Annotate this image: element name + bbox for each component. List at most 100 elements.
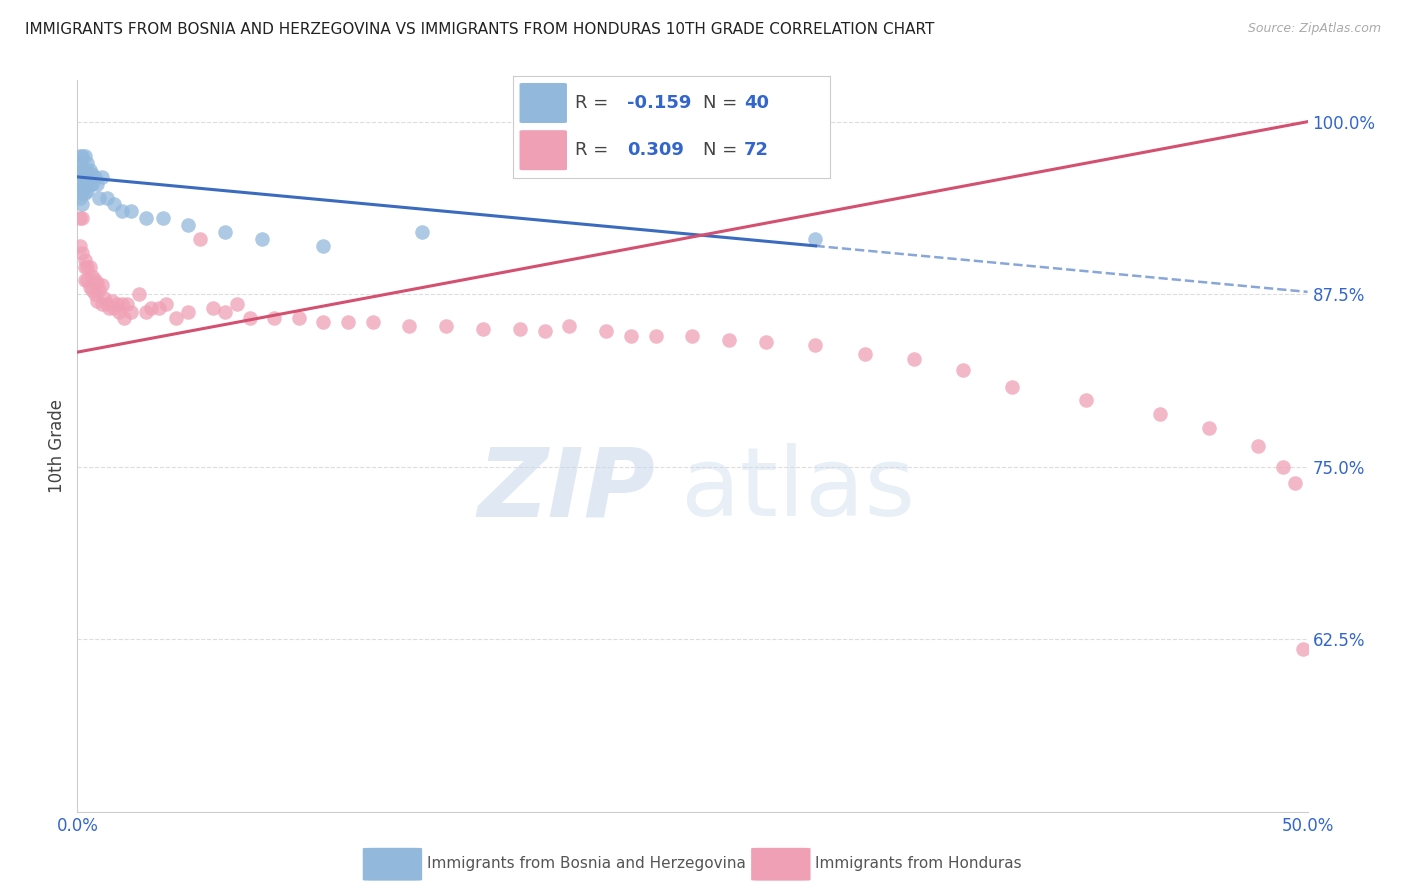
Point bbox=[534, 325, 557, 339]
Point bbox=[1284, 476, 1306, 491]
Point bbox=[83, 287, 105, 301]
FancyBboxPatch shape bbox=[520, 130, 567, 170]
Text: Immigrants from Bosnia and Herzegovina: Immigrants from Bosnia and Herzegovina bbox=[427, 855, 745, 871]
Point bbox=[69, 149, 91, 163]
Point bbox=[69, 239, 91, 253]
Point bbox=[76, 184, 98, 198]
Point bbox=[1076, 393, 1098, 408]
Point bbox=[755, 335, 778, 350]
Point bbox=[70, 197, 93, 211]
Point bbox=[177, 218, 200, 232]
Point bbox=[83, 169, 105, 184]
Text: R =: R = bbox=[575, 141, 609, 159]
Point bbox=[214, 305, 236, 319]
Point bbox=[1149, 407, 1171, 421]
Text: -0.159: -0.159 bbox=[627, 94, 692, 112]
Point bbox=[76, 273, 98, 287]
Point bbox=[804, 338, 827, 352]
Point bbox=[90, 169, 114, 184]
Text: R =: R = bbox=[575, 94, 609, 112]
Point bbox=[76, 169, 98, 184]
Point bbox=[70, 169, 93, 184]
Point bbox=[214, 225, 236, 239]
Point bbox=[952, 363, 974, 377]
Point bbox=[620, 328, 643, 343]
Point bbox=[141, 301, 163, 315]
Point bbox=[79, 260, 101, 274]
Point bbox=[165, 310, 187, 325]
Y-axis label: 10th Grade: 10th Grade bbox=[48, 399, 66, 493]
Text: atlas: atlas bbox=[681, 443, 915, 536]
Point bbox=[644, 328, 666, 343]
Point bbox=[86, 294, 108, 309]
Point bbox=[111, 297, 132, 311]
Point bbox=[226, 297, 249, 311]
Text: Immigrants from Honduras: Immigrants from Honduras bbox=[815, 855, 1022, 871]
Point bbox=[69, 163, 91, 178]
Point bbox=[128, 287, 150, 301]
Point bbox=[98, 301, 121, 315]
Point bbox=[121, 204, 143, 219]
Point bbox=[121, 305, 143, 319]
Point bbox=[108, 305, 131, 319]
Point bbox=[96, 191, 118, 205]
Point bbox=[79, 280, 101, 294]
Point bbox=[718, 333, 741, 347]
Point bbox=[69, 211, 91, 226]
Point bbox=[70, 177, 93, 191]
Point bbox=[509, 321, 531, 335]
Point bbox=[201, 301, 224, 315]
Point bbox=[76, 156, 98, 170]
Point bbox=[250, 232, 273, 246]
Point bbox=[312, 315, 335, 329]
Point bbox=[111, 204, 132, 219]
Point bbox=[70, 245, 93, 260]
Point bbox=[82, 167, 104, 181]
Point bbox=[86, 177, 108, 191]
Point bbox=[472, 321, 495, 335]
Point bbox=[73, 273, 96, 287]
Point bbox=[239, 310, 262, 325]
Point bbox=[66, 184, 89, 198]
Point bbox=[93, 291, 115, 305]
Point bbox=[69, 177, 91, 191]
Point bbox=[82, 283, 104, 297]
Point bbox=[103, 197, 125, 211]
Point bbox=[83, 273, 105, 287]
Point bbox=[682, 328, 704, 343]
Text: 40: 40 bbox=[744, 94, 769, 112]
Point bbox=[86, 276, 108, 290]
Point bbox=[1247, 439, 1270, 453]
FancyBboxPatch shape bbox=[751, 847, 811, 880]
Point bbox=[69, 156, 91, 170]
Point bbox=[79, 163, 101, 178]
FancyBboxPatch shape bbox=[520, 83, 567, 123]
Point bbox=[263, 310, 285, 325]
Point bbox=[288, 310, 311, 325]
Point bbox=[96, 297, 118, 311]
Point bbox=[73, 260, 96, 274]
Point bbox=[90, 277, 114, 292]
Point bbox=[436, 318, 458, 333]
Point bbox=[66, 169, 89, 184]
Text: N =: N = bbox=[703, 94, 737, 112]
Text: N =: N = bbox=[703, 141, 737, 159]
Point bbox=[70, 149, 93, 163]
Text: IMMIGRANTS FROM BOSNIA AND HERZEGOVINA VS IMMIGRANTS FROM HONDURAS 10TH GRADE CO: IMMIGRANTS FROM BOSNIA AND HERZEGOVINA V… bbox=[25, 22, 935, 37]
Point bbox=[73, 149, 96, 163]
Point bbox=[115, 297, 138, 311]
Point bbox=[135, 211, 157, 226]
Point bbox=[89, 283, 111, 297]
Point bbox=[73, 186, 96, 201]
Point bbox=[804, 232, 827, 246]
Point bbox=[1292, 641, 1315, 656]
Point bbox=[135, 305, 157, 319]
Point bbox=[90, 297, 114, 311]
Point bbox=[558, 318, 581, 333]
Point bbox=[89, 191, 111, 205]
Point bbox=[595, 325, 617, 339]
Point bbox=[853, 346, 876, 360]
Point bbox=[73, 177, 96, 191]
Point bbox=[101, 294, 124, 309]
Point bbox=[79, 177, 101, 191]
